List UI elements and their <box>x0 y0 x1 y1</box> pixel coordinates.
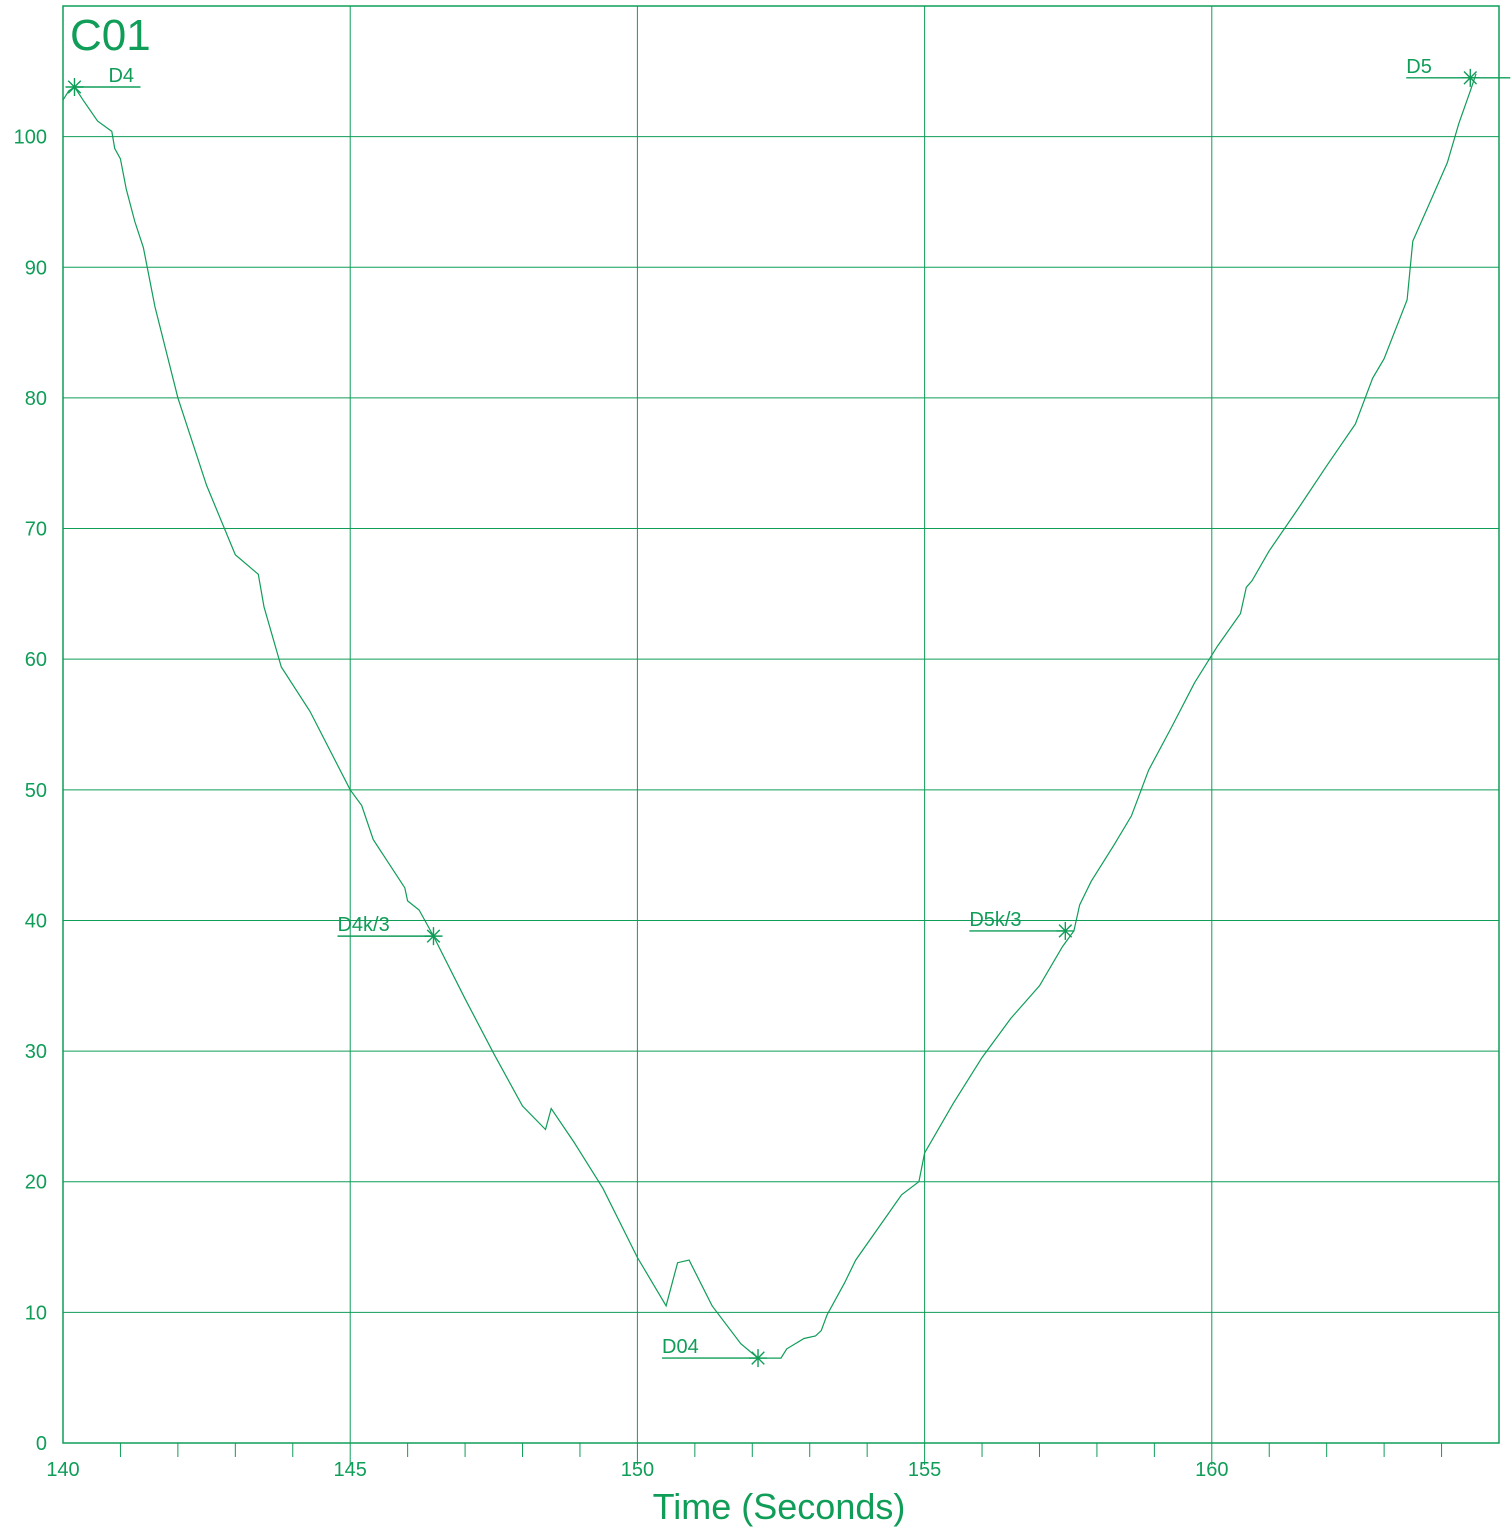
grid-lines <box>63 6 1499 1443</box>
y-tick-label: 70 <box>25 519 47 541</box>
x-tick-label: 150 <box>621 1459 654 1481</box>
x-tick-label: 160 <box>1195 1459 1228 1481</box>
x-axis-title: Time (Seconds) <box>653 1486 906 1527</box>
marker-label: D5k/3 <box>969 909 1021 931</box>
marker-d5: D5 <box>1406 56 1511 87</box>
x-tick-label: 155 <box>908 1459 941 1481</box>
marker-d5k-3: D5k/3 <box>969 909 1075 940</box>
marker-label: D4k/3 <box>337 914 389 936</box>
marker-d4k-3: D4k/3 <box>337 914 443 946</box>
marker-d04: D04 <box>662 1336 768 1368</box>
markers: D4 D4k/3 D04 D5k/3 D5 <box>65 56 1511 1368</box>
y-tick-label: 50 <box>25 780 47 802</box>
x-tick-labels: 140 145 150 155 160 <box>46 1459 1228 1481</box>
chart-title: C01 <box>70 11 151 60</box>
y-tick-label: 90 <box>25 257 47 279</box>
y-tick-label: 100 <box>14 127 47 149</box>
marker-label: D04 <box>662 1336 699 1358</box>
y-tick-labels: 0 10 20 30 40 50 60 70 80 90 100 <box>14 127 47 1455</box>
y-tick-label: 0 <box>36 1433 47 1455</box>
series-line <box>62 73 1477 1359</box>
plot-frame <box>62 5 1500 1444</box>
y-tick-label: 80 <box>25 388 47 410</box>
y-tick-label: 30 <box>25 1041 47 1063</box>
y-tick-label: 20 <box>25 1172 47 1194</box>
marker-d4: D4 <box>65 65 141 96</box>
x-tick-label: 145 <box>334 1459 367 1481</box>
y-tick-label: 40 <box>25 910 47 932</box>
x-minor-ticks <box>119 1443 1443 1465</box>
y-tick-label: 10 <box>25 1302 47 1324</box>
x-tick-label: 140 <box>46 1459 79 1481</box>
marker-label: D4 <box>108 65 134 87</box>
y-tick-label: 60 <box>25 649 47 671</box>
marker-label: D5 <box>1406 56 1432 78</box>
